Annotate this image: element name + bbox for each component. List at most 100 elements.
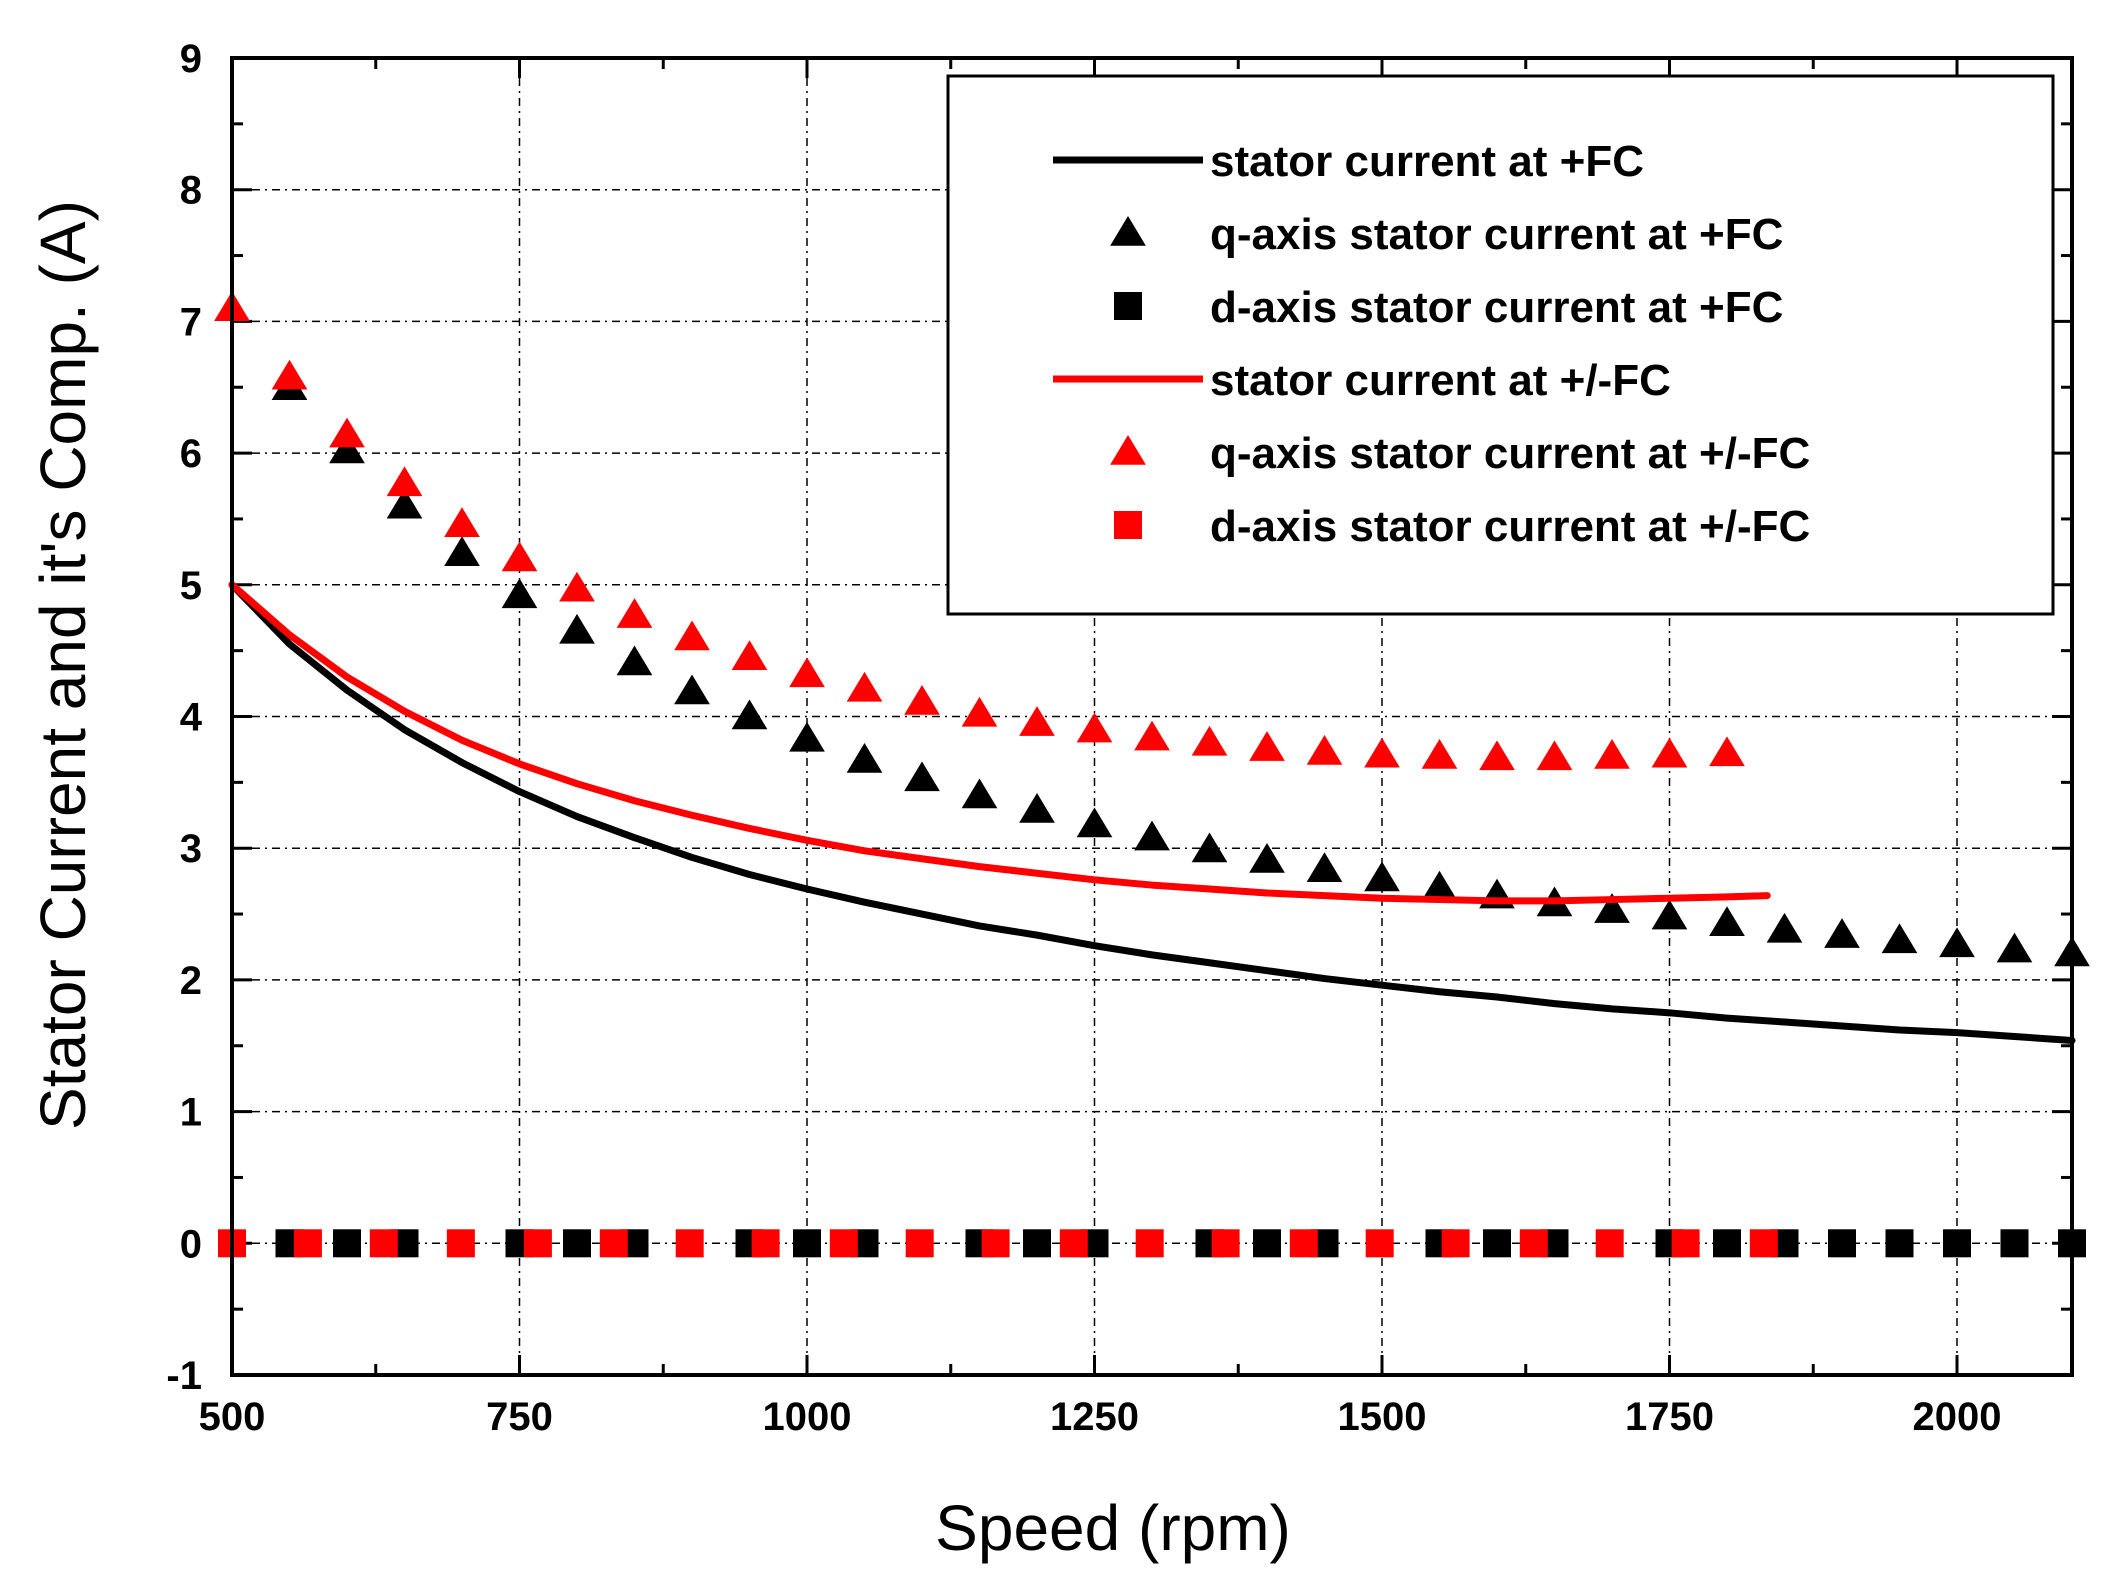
square-point bbox=[1441, 1229, 1470, 1258]
legend-label: d-axis stator current at +FC bbox=[1210, 283, 1783, 332]
triangle-point bbox=[674, 620, 710, 651]
square-point bbox=[446, 1229, 475, 1258]
triangle-point bbox=[731, 699, 768, 730]
triangle-point bbox=[1881, 923, 1918, 954]
x-tick-label: 1500 bbox=[1338, 1395, 1427, 1439]
legend-label: q-axis stator current at +FC bbox=[1210, 210, 1783, 259]
square-point bbox=[563, 1229, 591, 1258]
square-point bbox=[1289, 1229, 1318, 1258]
triangle-point bbox=[1709, 906, 1745, 937]
y-tick-label: 8 bbox=[180, 169, 202, 213]
square-point bbox=[1885, 1229, 1914, 1258]
x-axis-title: Speed (rpm) bbox=[935, 1492, 1291, 1564]
triangle-point bbox=[846, 742, 883, 773]
triangle-point bbox=[789, 657, 825, 688]
triangle-point bbox=[559, 613, 595, 644]
square-point bbox=[369, 1229, 398, 1258]
x-tick-label: 2000 bbox=[1913, 1395, 2002, 1439]
square-point bbox=[1023, 1229, 1051, 1258]
series-line bbox=[228, 581, 1771, 905]
triangle-point bbox=[904, 761, 940, 792]
triangle-point bbox=[1134, 820, 1170, 851]
square-point bbox=[523, 1229, 552, 1258]
triangle-point bbox=[1651, 899, 1688, 930]
square-point bbox=[1135, 1229, 1164, 1258]
triangle-point bbox=[1651, 737, 1688, 768]
x-tick-label: 1750 bbox=[1625, 1395, 1714, 1439]
legend-entry: stator current at +/-FC bbox=[1053, 356, 1671, 405]
x-tick-label: 1000 bbox=[763, 1395, 852, 1439]
y-tick-label: 7 bbox=[180, 300, 202, 344]
square-point bbox=[981, 1229, 1010, 1258]
triangle-point bbox=[616, 598, 653, 628]
legend-label: stator current at +FC bbox=[1210, 137, 1644, 186]
triangle-point bbox=[271, 359, 308, 390]
triangle-point bbox=[1709, 736, 1745, 767]
square-point bbox=[1253, 1229, 1281, 1258]
triangle-point bbox=[329, 417, 365, 448]
triangle-point bbox=[1536, 740, 1573, 771]
plot-frame bbox=[230, 56, 2074, 1377]
y-tick-label: 2 bbox=[180, 959, 202, 1003]
series-layer bbox=[214, 291, 2090, 1258]
triangle-point bbox=[1076, 712, 1113, 743]
triangle-point bbox=[444, 507, 480, 537]
triangle-point bbox=[731, 640, 768, 670]
triangle-point bbox=[1364, 861, 1400, 892]
square-point bbox=[675, 1229, 704, 1258]
legend: stator current at +FC q-axis stator curre… bbox=[946, 74, 2055, 616]
triangle-point bbox=[1191, 832, 1228, 863]
axis-ticks: 500 750 1000 1250 1500 1750 2000 -1 0 1 2 3 4 5 6 7 8 9 bbox=[166, 37, 2072, 1439]
legend-label: d-axis stator current at +/-FC bbox=[1210, 502, 1810, 551]
triangle-point bbox=[904, 685, 940, 715]
series-5 bbox=[218, 1229, 1778, 1258]
legend-square-swatch bbox=[1114, 292, 1142, 320]
series-0 bbox=[228, 581, 2076, 1044]
triangle-point bbox=[1249, 731, 1285, 761]
triangle-point bbox=[559, 571, 595, 602]
legend-square-swatch bbox=[1114, 511, 1142, 539]
square-point bbox=[293, 1229, 322, 1258]
square-point bbox=[1519, 1229, 1548, 1258]
square-point bbox=[1483, 1229, 1511, 1258]
triangle-point bbox=[501, 578, 538, 609]
square-point bbox=[2000, 1229, 2029, 1258]
square-point bbox=[1671, 1229, 1700, 1258]
y-tick-label: 1 bbox=[180, 1091, 202, 1135]
triangle-point bbox=[1019, 706, 1055, 736]
triangle-point bbox=[386, 466, 423, 497]
triangle-point bbox=[386, 488, 423, 519]
legend-entry: d-axis stator current at +FC bbox=[1114, 283, 1783, 332]
triangle-point bbox=[1306, 852, 1343, 883]
y-tick-label: 5 bbox=[180, 564, 202, 608]
y-tick-label: 9 bbox=[180, 37, 202, 81]
legend-entry: q-axis stator current at +FC bbox=[1110, 210, 1783, 259]
triangle-point bbox=[1249, 843, 1285, 873]
triangle-point bbox=[1594, 739, 1630, 769]
square-point bbox=[751, 1229, 780, 1258]
triangle-point bbox=[1939, 927, 1975, 958]
x-tick-label: 1250 bbox=[1050, 1395, 1139, 1439]
triangle-point bbox=[1824, 918, 1860, 948]
square-point bbox=[333, 1229, 361, 1258]
triangle-point bbox=[961, 696, 998, 727]
x-tick-label: 750 bbox=[486, 1395, 553, 1439]
square-point bbox=[1828, 1229, 1856, 1258]
x-tick-label: 500 bbox=[199, 1395, 266, 1439]
triangle-point bbox=[1364, 737, 1400, 768]
series-4 bbox=[214, 291, 1745, 771]
triangle-point bbox=[1996, 932, 2033, 963]
triangle-point bbox=[1479, 740, 1515, 771]
legend-label: q-axis stator current at +/-FC bbox=[1210, 429, 1810, 478]
square-point bbox=[905, 1229, 934, 1258]
square-point bbox=[1595, 1229, 1624, 1258]
triangle-point bbox=[444, 536, 480, 566]
square-point bbox=[599, 1229, 628, 1258]
legend-triangle-swatch bbox=[1110, 435, 1146, 465]
triangle-point bbox=[1594, 893, 1630, 923]
y-tick-label: -1 bbox=[166, 1354, 202, 1398]
triangle-point bbox=[846, 671, 883, 702]
square-point bbox=[1749, 1229, 1778, 1258]
series-3 bbox=[228, 581, 1771, 905]
